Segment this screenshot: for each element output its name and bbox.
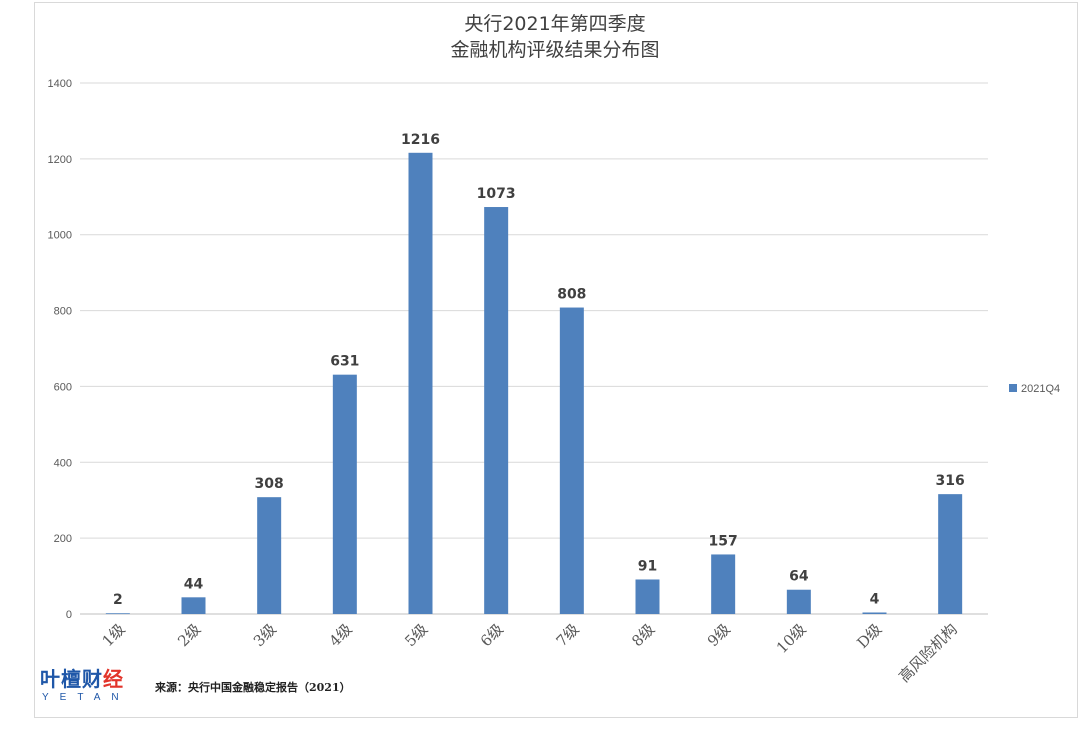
source-note: 来源：央行中国金融稳定报告（2021） bbox=[155, 681, 351, 694]
x-tick-label: 3级 bbox=[250, 620, 280, 650]
data-label: 631 bbox=[330, 354, 359, 370]
legend-swatch bbox=[1009, 384, 1017, 392]
y-tick-label: 800 bbox=[54, 306, 72, 318]
data-label: 1073 bbox=[477, 186, 516, 202]
legend: 2021Q4 bbox=[1009, 383, 1060, 395]
y-tick-label: 400 bbox=[54, 457, 72, 469]
y-tick-label: 1200 bbox=[48, 154, 72, 166]
x-tick-label: 1级 bbox=[99, 620, 129, 650]
data-label: 4 bbox=[870, 591, 880, 607]
x-tick-label: 2级 bbox=[174, 620, 204, 650]
bar bbox=[938, 494, 963, 614]
x-tick-label: 高风险机构 bbox=[895, 620, 961, 686]
x-tick-label: 6级 bbox=[477, 620, 507, 650]
bar bbox=[786, 589, 811, 614]
data-label: 44 bbox=[184, 576, 204, 592]
bar bbox=[332, 374, 357, 614]
data-label: 308 bbox=[255, 476, 284, 492]
data-label: 157 bbox=[709, 533, 738, 549]
bar bbox=[257, 497, 282, 614]
bar bbox=[408, 152, 433, 614]
chart-frame bbox=[34, 2, 1078, 718]
x-tick-label: 10级 bbox=[773, 620, 810, 657]
brand-logo-cn-main: 叶檀财 bbox=[40, 667, 103, 691]
data-label: 1216 bbox=[401, 132, 440, 148]
x-tick-label: 4级 bbox=[326, 620, 356, 650]
x-axis-ticks: 1级 2级 3级 4级 5级 6级 7级 8级 9级 10级 D级 高风险机构 bbox=[99, 620, 961, 686]
data-label: 64 bbox=[789, 569, 809, 585]
data-label: 808 bbox=[557, 287, 586, 303]
bar bbox=[484, 207, 509, 614]
brand-logo: 叶檀财经 YETAN bbox=[40, 667, 150, 704]
data-labels: 2 44 308 631 1216 1073 808 91 157 64 4 316 bbox=[113, 132, 965, 608]
brand-logo-cn: 叶檀财经 bbox=[40, 667, 150, 691]
chart-title-line-2: 金融机构评级结果分布图 bbox=[450, 39, 659, 61]
chart-title-line-1: 央行2021年第四季度 bbox=[464, 13, 645, 35]
bar bbox=[105, 613, 130, 615]
brand-logo-cn-accent: 经 bbox=[103, 667, 124, 691]
y-tick-label: 0 bbox=[66, 609, 72, 621]
x-tick-label: 7级 bbox=[553, 620, 583, 650]
y-axis-ticks: 0 200 400 600 800 1000 1200 1400 bbox=[48, 78, 72, 621]
brand-logo-en: YETAN bbox=[42, 692, 130, 703]
y-tick-label: 600 bbox=[54, 381, 72, 393]
legend-label: 2021Q4 bbox=[1021, 383, 1060, 395]
x-tick-label: D级 bbox=[853, 620, 885, 652]
data-label: 316 bbox=[936, 473, 965, 489]
data-label: 91 bbox=[638, 558, 657, 574]
bar bbox=[181, 597, 206, 614]
bar bbox=[559, 307, 584, 614]
y-tick-label: 200 bbox=[54, 533, 72, 545]
gridlines bbox=[80, 82, 988, 615]
x-tick-label: 8级 bbox=[628, 620, 658, 650]
x-tick-label: 9级 bbox=[704, 620, 734, 650]
x-tick-label: 5级 bbox=[401, 620, 431, 650]
bars bbox=[105, 152, 963, 615]
bar bbox=[711, 554, 736, 614]
y-tick-label: 1000 bbox=[48, 230, 72, 242]
bar bbox=[635, 579, 660, 614]
bar bbox=[862, 612, 887, 614]
data-label: 2 bbox=[113, 592, 123, 608]
y-tick-label: 1400 bbox=[48, 78, 72, 90]
